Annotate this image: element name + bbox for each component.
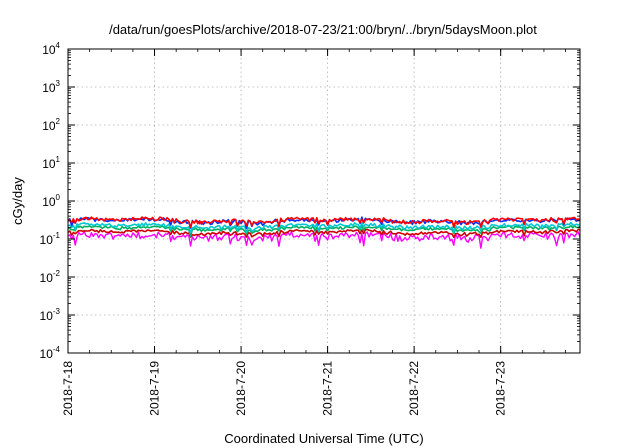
y-tick-label: 10-2: [40, 269, 61, 285]
x-tick-label: 2018-7-22: [407, 361, 421, 416]
x-tick-labels: 2018-7-18 2018-7-19 2018-7-20 2018-7-21 2018…: [61, 361, 508, 416]
x-axis-label: Coordinated Universal Time (UTC): [224, 431, 423, 446]
x-tick-label: 2018-7-21: [321, 361, 335, 416]
y-tick-label: 100: [42, 193, 60, 209]
y-tick-label: 10-1: [40, 231, 61, 247]
y-axis-label: cGy/day: [10, 177, 25, 225]
series-line: [67, 224, 581, 238]
data-series: [67, 216, 581, 249]
chart-title: /data/run/goesPlots/archive/2018-07-23/2…: [109, 22, 537, 37]
y-tick-labels: 10-4 10-3 10-2 10-1 100 101 102 103 104: [40, 41, 61, 361]
x-tick-label: 2018-7-18: [61, 361, 75, 416]
grid-lines: [68, 49, 580, 353]
x-tick-label: 2018-7-19: [148, 361, 162, 416]
series-line: [67, 216, 581, 229]
y-tick-label: 102: [42, 117, 60, 133]
x-tick-label: 2018-7-23: [494, 361, 508, 416]
y-tick-label: 10-4: [40, 345, 61, 361]
series-line: [67, 228, 581, 239]
y-tick-label: 103: [42, 79, 60, 95]
x-tick-label: 2018-7-20: [234, 361, 248, 416]
series-line: [67, 230, 581, 249]
y-tick-label: 101: [42, 155, 60, 171]
y-tick-label: 104: [42, 41, 60, 57]
series-line: [67, 221, 581, 234]
axis-ticks: [67, 48, 580, 354]
y-tick-label: 10-3: [40, 307, 61, 323]
